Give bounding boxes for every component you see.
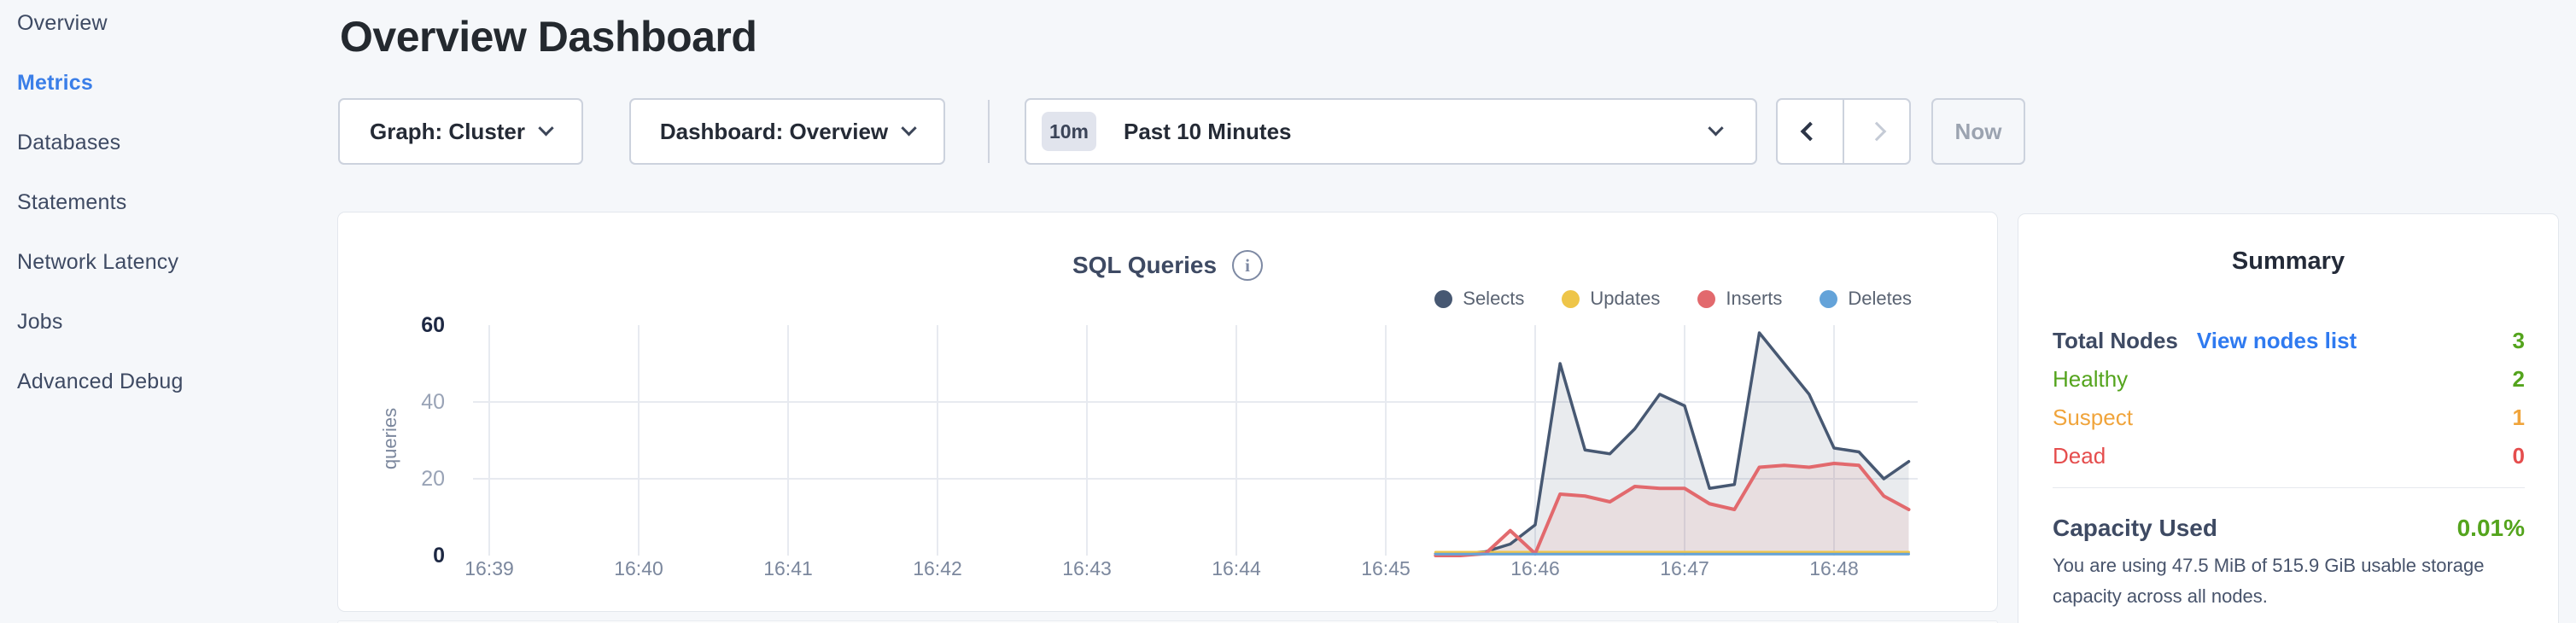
- chevron-down-icon: [901, 119, 917, 136]
- dashboard-dropdown[interactable]: Dashboard: Overview: [629, 98, 945, 165]
- summary-row-value: 2: [2512, 366, 2525, 392]
- sidebar: Overview Metrics Databases Statements Networ…: [0, 0, 316, 623]
- sql-queries-chart-card: 16:39 16:40 16:41 16:42 16:43 16:44 16:45 16:46…: [337, 212, 1998, 612]
- dashboard-dropdown-label: Dashboard: Overview: [659, 118, 889, 144]
- legend-item-inserts: Inserts: [1697, 288, 1782, 310]
- sidebar-item-jobs[interactable]: Jobs: [17, 309, 63, 334]
- time-range-label: Past 10 Minutes: [1124, 118, 1292, 144]
- view-nodes-list-link[interactable]: View nodes list: [2196, 328, 2357, 353]
- capacity-used-value: 0.01%: [2456, 515, 2525, 541]
- legend-dot-icon: [1820, 289, 1838, 308]
- sql-queries-plot[interactable]: 16:39 16:40 16:41 16:42 16:43 16:44 16:45 16:46…: [338, 213, 1999, 613]
- time-range-next-button[interactable]: [1844, 100, 1909, 163]
- sidebar-item-statements[interactable]: Statements: [17, 189, 127, 214]
- capacity-description: You are using 47.5 MiB of 515.9 GiB usab…: [2053, 555, 2485, 607]
- summary-row-label: Healthy: [2053, 366, 2129, 392]
- page-title: Overview Dashboard: [340, 13, 757, 61]
- x-axis-tick-label: 16:47: [1660, 557, 1709, 579]
- summary-row-value: 1: [2512, 405, 2525, 430]
- x-axis-tick-label: 16:43: [1062, 557, 1112, 579]
- time-range-prev-button[interactable]: [1778, 100, 1844, 163]
- y-axis-tick-label: 60: [421, 313, 445, 337]
- chart-legend: Selects Updates Inserts Deletes: [1434, 288, 1912, 310]
- sidebar-item-network-latency[interactable]: Network Latency: [17, 249, 179, 274]
- summary-row-label: Total Nodes: [2053, 328, 2178, 353]
- y-axis-tick-label: 40: [421, 390, 445, 414]
- legend-label: Selects: [1463, 288, 1525, 309]
- legend-dot-icon: [1697, 289, 1716, 308]
- time-range-picker[interactable]: 10m Past 10 Minutes: [1025, 98, 1757, 165]
- summary-rows: Total Nodes View nodes list 3 Healthy 2 Suspe…: [2053, 322, 2525, 475]
- now-button[interactable]: Now: [1931, 98, 2025, 165]
- summary-row-total-nodes: Total Nodes View nodes list 3: [2053, 322, 2525, 360]
- now-button-label: Now: [1954, 118, 2002, 144]
- capacity-row: Capacity Used 0.01%: [2053, 515, 2525, 542]
- x-axis-tick-label: 16:46: [1510, 557, 1560, 579]
- summary-row-value: 3: [2512, 328, 2525, 353]
- legend-dot-icon: [1562, 289, 1580, 308]
- sidebar-item-advanced-debug[interactable]: Advanced Debug: [17, 369, 184, 393]
- next-chart-card-top-edge: [337, 620, 1998, 623]
- sidebar-item-databases[interactable]: Databases: [17, 130, 121, 154]
- legend-label: Inserts: [1726, 288, 1783, 309]
- summary-row-value: 0: [2512, 443, 2525, 469]
- legend-item-selects: Selects: [1434, 288, 1524, 310]
- legend-label: Deletes: [1848, 288, 1912, 309]
- info-circle-icon[interactable]: i: [1232, 250, 1264, 281]
- sidebar-item-overview[interactable]: Overview: [17, 10, 108, 35]
- summary-panel: Summary Total Nodes View nodes list 3 Healt…: [2018, 213, 2559, 623]
- x-axis-tick-label: 16:40: [614, 557, 663, 579]
- x-axis-tick-label: 16:39: [464, 557, 514, 579]
- legend-label: Updates: [1590, 288, 1661, 309]
- summary-divider: [2053, 487, 2525, 488]
- time-range-badge: 10m: [1042, 112, 1096, 151]
- sidebar-item-metrics[interactable]: Metrics: [17, 70, 93, 95]
- chevron-down-icon: [538, 119, 554, 136]
- chart-title: SQL Queries: [1072, 252, 1218, 278]
- toolbar-divider: [988, 100, 990, 163]
- x-axis-tick-label: 16:45: [1361, 557, 1411, 579]
- x-axis-tick-label: 16:42: [913, 557, 962, 579]
- y-axis-tick-label: 0: [433, 544, 445, 568]
- legend-dot-icon: [1434, 289, 1453, 308]
- y-axis-unit-label: queries: [379, 408, 400, 469]
- graph-dropdown-label: Graph: Cluster: [369, 118, 526, 144]
- x-axis-tick-label: 16:48: [1809, 557, 1859, 579]
- time-range-arrows: [1776, 98, 1911, 165]
- chevron-down-icon: [1708, 119, 1724, 136]
- graph-dropdown[interactable]: Graph: Cluster: [338, 98, 583, 165]
- summary-row-healthy: Healthy 2: [2053, 360, 2525, 399]
- chart-header: SQL Queries i: [338, 250, 1997, 281]
- summary-row-label: Suspect: [2053, 405, 2133, 430]
- summary-row-dead: Dead 0: [2053, 437, 2525, 475]
- summary-row-label: Dead: [2053, 443, 2106, 469]
- x-axis-tick-label: 16:44: [1212, 557, 1261, 579]
- capacity-used-label: Capacity Used: [2053, 515, 2217, 541]
- y-axis-tick-label: 20: [421, 467, 445, 491]
- summary-title: Summary: [2231, 247, 2345, 275]
- chevron-right-icon: [1866, 121, 1887, 142]
- legend-item-updates: Updates: [1562, 288, 1660, 310]
- legend-item-deletes: Deletes: [1820, 288, 1912, 310]
- x-axis-tick-label: 16:41: [763, 557, 813, 579]
- chevron-left-icon: [1800, 121, 1820, 142]
- summary-row-suspect: Suspect 1: [2053, 399, 2525, 437]
